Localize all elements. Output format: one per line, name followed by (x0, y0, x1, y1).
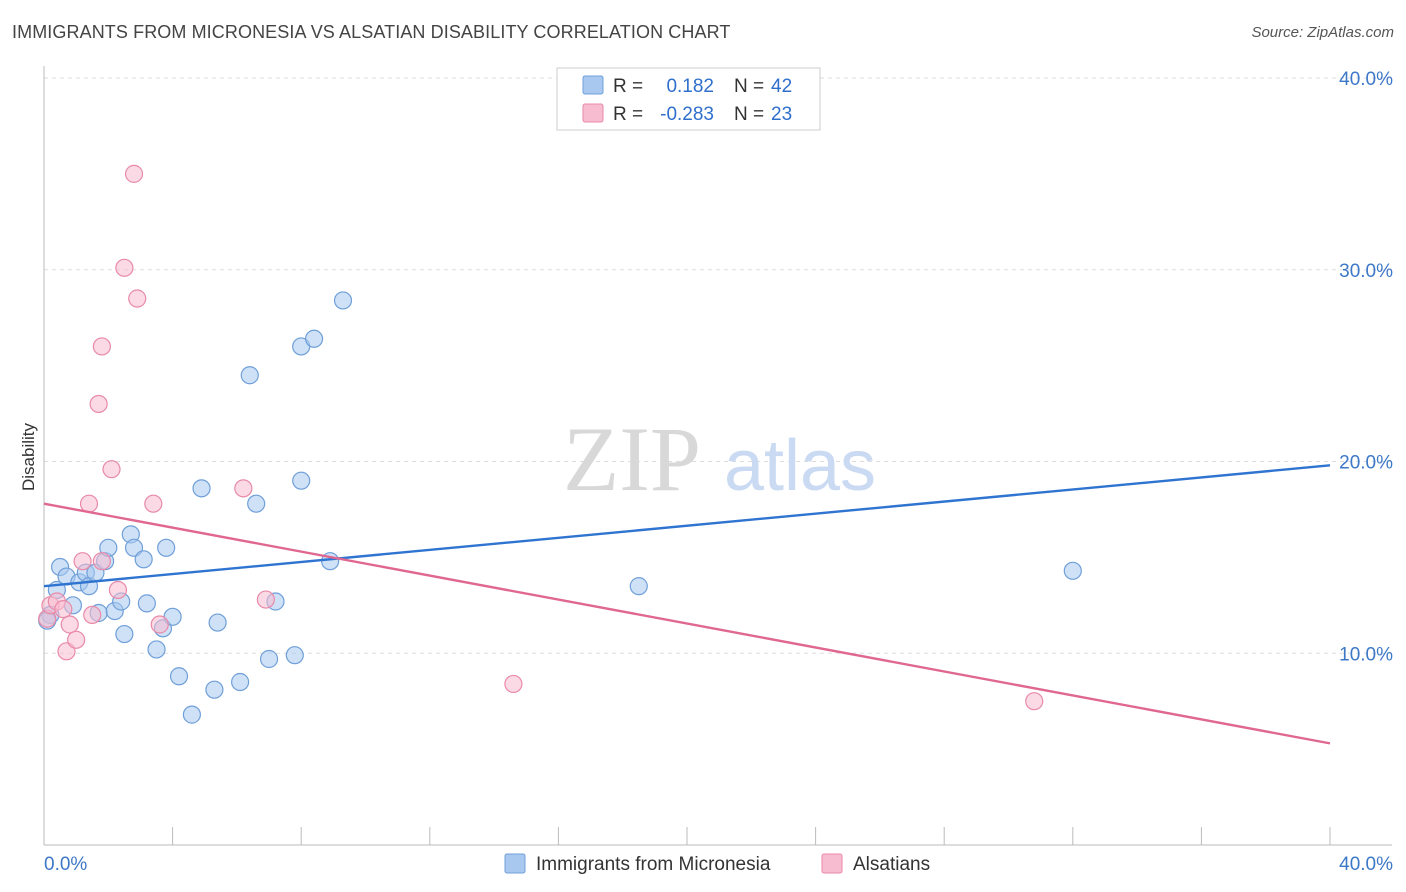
y-axis-label: Disability (19, 422, 38, 491)
point-micronesia (115, 624, 134, 644)
point-alsatians (89, 394, 108, 414)
trend-lines (43, 464, 1331, 745)
point-micronesia (169, 667, 189, 686)
stats-n-label: N = (734, 76, 764, 97)
point-alsatians (115, 258, 134, 277)
chart-title: IMMIGRANTS FROM MICRONESIA VS ALSATIAN D… (12, 22, 731, 42)
tick-labels: 10.0% 20.0% 30.0% 40.0% 0.0% 40.0% (44, 69, 1393, 875)
watermark: ZIP atlas (563, 408, 876, 510)
point-micronesia (137, 594, 156, 613)
point-alsatians (128, 289, 147, 308)
y-tick-label: 20.0% (1339, 453, 1393, 474)
point-micronesia (292, 471, 311, 490)
point-micronesia (134, 550, 153, 569)
legend-label-micronesia: Immigrants from Micronesia (536, 854, 771, 875)
stats-r-label: R = (613, 104, 643, 125)
legend-swatch-micronesia (504, 853, 526, 874)
point-alsatians (124, 164, 144, 183)
series-legend: Immigrants from Micronesia Alsatians (504, 853, 930, 875)
x-tick-label: 40.0% (1339, 854, 1393, 875)
point-micronesia (629, 577, 648, 596)
stats-r-value: 0.182 (666, 76, 714, 97)
point-alsatians (73, 552, 92, 571)
point-micronesia (208, 613, 227, 632)
stats-n-label: N = (734, 104, 764, 125)
point-micronesia (259, 649, 279, 669)
point-alsatians (108, 580, 128, 600)
point-alsatians (102, 460, 121, 479)
point-micronesia (157, 538, 176, 557)
x-tick-label: 0.0% (44, 854, 87, 875)
trend-line-alsatians (43, 502, 1331, 745)
point-alsatians (60, 615, 79, 634)
point-micronesia (231, 672, 250, 692)
point-alsatians (67, 630, 86, 649)
stats-legend-swatch-micronesia (582, 75, 604, 95)
legend-label-alsatians: Alsatians (853, 854, 930, 875)
point-alsatians (54, 600, 73, 619)
point-alsatians (92, 552, 111, 571)
point-alsatians (79, 494, 99, 513)
stats-legend-swatch-alsatians (582, 103, 604, 123)
point-micronesia (247, 494, 266, 513)
point-micronesia (304, 329, 324, 348)
point-micronesia (1063, 561, 1082, 580)
stats-r-value: -0.283 (660, 104, 714, 125)
point-micronesia (147, 640, 166, 659)
source-label: Source: ZipAtlas.com (1251, 24, 1394, 41)
stats-n-value: 23 (771, 104, 792, 125)
y-tick-label: 40.0% (1339, 69, 1393, 90)
watermark-zip: ZIP (563, 408, 701, 510)
point-micronesia (182, 705, 201, 724)
legend-swatch-alsatians (821, 853, 843, 874)
stats-n-value: 42 (771, 76, 792, 97)
stats-r-label: R = (613, 76, 643, 97)
point-micronesia (192, 479, 211, 498)
point-alsatians (504, 674, 523, 694)
point-alsatians (83, 605, 102, 625)
point-micronesia (240, 366, 259, 385)
point-alsatians (234, 479, 253, 498)
y-tick-label: 10.0% (1339, 644, 1393, 665)
point-alsatians (256, 590, 275, 609)
point-micronesia (333, 291, 353, 310)
data-points (38, 164, 1082, 724)
trend-line-micronesia (43, 464, 1331, 588)
point-alsatians (1025, 692, 1044, 711)
point-micronesia (285, 646, 304, 665)
point-alsatians (92, 337, 111, 356)
stats-legend: R = 0.182 N = 42 R = -0.283 N = 23 (556, 67, 821, 131)
point-alsatians (150, 615, 169, 634)
point-micronesia (205, 680, 224, 699)
point-alsatians (144, 494, 163, 513)
axes (43, 66, 1392, 846)
y-tick-label: 30.0% (1339, 261, 1393, 282)
watermark-atlas: atlas (724, 426, 876, 506)
